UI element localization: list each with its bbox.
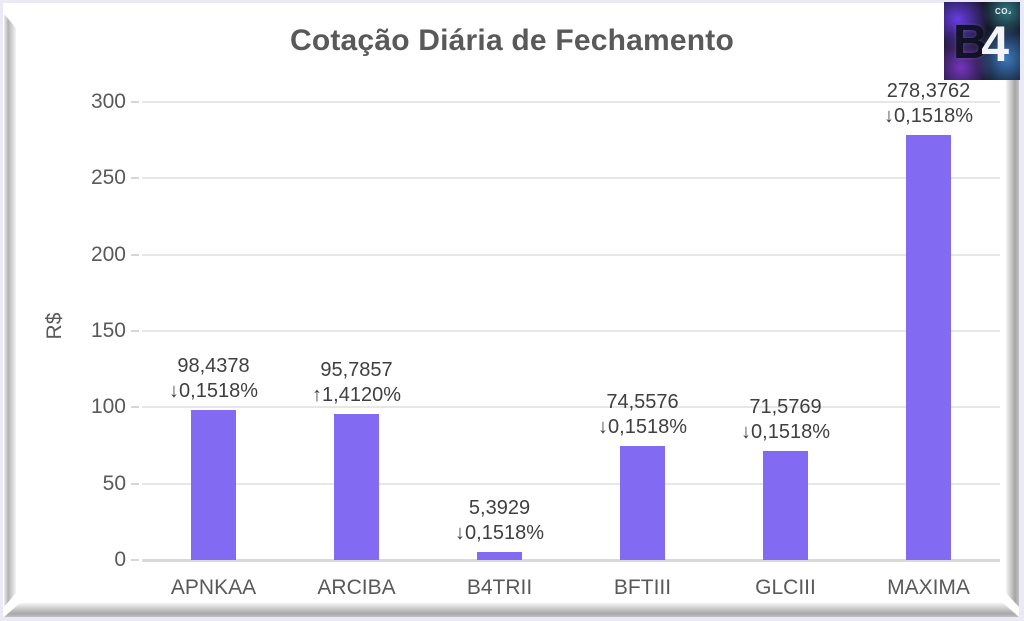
bar-annotation-glciii: 71,5769 ↓0,1518% — [691, 395, 881, 445]
y-tick-mark — [131, 482, 139, 485]
bar-annotation-bftiii: 74,5576 ↓0,1518% — [548, 390, 738, 440]
y-tick-mark — [131, 406, 139, 409]
bar-change-label: ↓0,1518% — [884, 105, 973, 127]
bar-annotation-arciba: 95,7857 ↑1,4120% — [262, 358, 452, 408]
bar-b4trii — [477, 551, 522, 560]
y-tick-mark — [131, 559, 139, 561]
bevel-bottom-edge — [4, 603, 1019, 617]
x-tick-label-arciba: ARCIBA — [317, 576, 396, 599]
chart-card — [3, 3, 1019, 617]
bar-change-label: ↓0,1518% — [741, 420, 830, 443]
logo-letter-4: 4 — [981, 16, 1009, 72]
x-tick-label-maxima: MAXIMA — [887, 576, 970, 599]
y-tick-label: 250 — [90, 166, 126, 190]
x-tick-label-b4trii: B4TRII — [466, 576, 533, 599]
y-tick-mark — [131, 177, 139, 180]
x-tick-label-bftiii: BFTIII — [613, 576, 672, 599]
logo-co2-badge: CO₂ — [994, 7, 1012, 16]
gridline — [142, 177, 1000, 180]
y-tick-label: 150 — [90, 319, 126, 342]
bar-value-label: 74,5576 — [606, 391, 679, 414]
bar-annotation-maxima: 278,3762 ↓0,1518% — [834, 79, 1024, 129]
x-tick-label-apnkaa: APNKAA — [170, 576, 257, 599]
bar-annotation-b4trii: 5,3929 ↓0,1518% — [405, 496, 595, 546]
bar-arciba — [334, 413, 379, 560]
bar-glciii — [763, 450, 808, 560]
gridline — [142, 101, 1000, 103]
gridline — [142, 330, 1000, 332]
y-tick-label: 50 — [102, 471, 126, 495]
x-tick-label-glciii: GLCIII — [755, 576, 816, 599]
bar-change-label: ↓0,1518% — [169, 379, 258, 402]
y-tick-label: 100 — [90, 395, 126, 419]
gridline — [142, 406, 1000, 409]
y-tick-mark — [131, 101, 139, 103]
chart-title: Cotação Diária de Fechamento — [289, 24, 735, 57]
bar-value-label: 71,5769 — [749, 395, 822, 418]
bar-value-label: 5,3929 — [468, 496, 531, 519]
bar-change-label: ↑1,4120% — [312, 383, 401, 406]
x-axis-line — [142, 559, 1000, 562]
bar-value-label: 278,3762 — [886, 80, 971, 102]
b4-co2-logo: B 4 CO₂ — [944, 2, 1020, 80]
y-tick-mark — [131, 330, 139, 332]
logo-letter-b: B — [953, 16, 988, 69]
bar-maxima — [906, 135, 951, 560]
y-tick-label: 0 — [114, 548, 126, 571]
bevel-right-edge — [1006, 8, 1019, 613]
y-tick-label: 200 — [90, 242, 126, 266]
bar-value-label: 98,4378 — [177, 354, 250, 377]
y-tick-mark — [131, 253, 139, 256]
bevel-left-edge — [4, 8, 16, 613]
bar-change-label: ↓0,1518% — [598, 416, 687, 439]
bar-apnkaa — [191, 409, 236, 560]
bar-change-label: ↓0,1518% — [455, 521, 544, 544]
bar-bftiii — [620, 446, 665, 560]
gridline — [142, 253, 1000, 256]
gridline — [142, 482, 1000, 485]
y-tick-label: 300 — [90, 90, 126, 113]
bar-value-label: 95,7857 — [320, 358, 393, 381]
bar-annotation-apnkaa: 98,4378 ↓0,1518% — [119, 354, 309, 404]
